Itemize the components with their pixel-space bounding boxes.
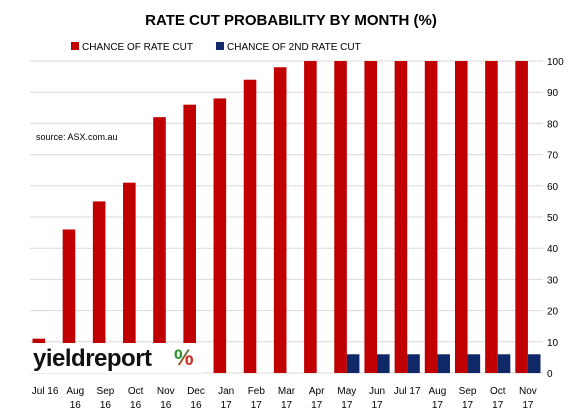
x-tick-label: Aug 17 — [428, 386, 446, 411]
x-tick-label: Dec 16 — [187, 386, 205, 411]
legend-swatch-2nd-rate-cut — [216, 42, 224, 50]
legend-label-2nd-rate-cut: CHANCE OF 2ND RATE CUT — [227, 42, 361, 53]
x-tick-label: Jul 16 — [32, 386, 59, 397]
bar-rate-cut — [394, 61, 408, 373]
x-axis-ticks: Jul 16 Aug 16 Sep 16 Oct 16 Nov 16 Dec 16 Jan 17 Feb 1… — [32, 386, 537, 411]
bar-2nd-rate-cut — [346, 354, 360, 373]
bar-2nd-rate-cut — [467, 354, 481, 373]
y-tick-label: 0 — [547, 369, 553, 380]
y-tick-label: 50 — [547, 213, 559, 224]
y-tick-label: 60 — [547, 182, 559, 193]
x-tick-label: Nov 17 — [519, 386, 537, 411]
bar-rate-cut — [153, 117, 166, 373]
y-tick-label: 90 — [547, 88, 559, 99]
bar-rate-cut — [123, 182, 136, 373]
x-tick-label: Nov 16 — [157, 386, 175, 411]
y-tick-label: 20 — [547, 307, 559, 318]
bar-rate-cut — [92, 201, 106, 373]
y-tick-label: 80 — [547, 119, 559, 130]
legend-swatch-rate-cut — [71, 42, 79, 50]
y-axis-ticks: 0 10 20 30 40 50 60 70 80 90 100 — [547, 57, 564, 380]
bar-rate-cut — [364, 61, 378, 373]
y-tick-label: 70 — [547, 151, 559, 162]
bar-2nd-rate-cut — [527, 354, 541, 373]
y-tick-label: 100 — [547, 57, 564, 68]
bar-rate-cut — [62, 229, 76, 373]
x-tick-label: Mar 17 — [278, 386, 296, 411]
bar-rate-cut — [424, 61, 438, 373]
yieldreport-logo: yieldreport % — [30, 343, 202, 373]
x-tick-label: Oct 16 — [128, 386, 144, 411]
logo-percent-icon: % — [174, 345, 194, 370]
x-tick-label: Jul 17 — [394, 386, 421, 397]
bar-rate-cut — [485, 61, 498, 373]
bar-rate-cut — [213, 98, 227, 373]
x-tick-label: Apr 17 — [309, 386, 325, 411]
legend-label-rate-cut: CHANCE OF RATE CUT — [82, 42, 193, 53]
x-tick-label: Sep 16 — [97, 386, 115, 411]
x-tick-label: Aug 16 — [66, 386, 84, 411]
bar-rate-cut — [304, 61, 317, 373]
x-tick-label: May 17 — [337, 386, 356, 411]
y-tick-label: 30 — [547, 275, 559, 286]
logo-text: yieldreport — [33, 345, 152, 372]
y-tick-label: 10 — [547, 338, 559, 349]
x-tick-label: Jun 17 — [369, 386, 385, 411]
chart-title: RATE CUT PROBABILITY BY MONTH (%) — [145, 12, 437, 29]
legend: CHANCE OF RATE CUT CHANCE OF 2ND RATE CU… — [71, 42, 361, 53]
bar-rate-cut — [183, 104, 196, 374]
bar-2nd-rate-cut — [407, 354, 420, 373]
bar-2nd-rate-cut — [437, 354, 450, 373]
bar-rate-cut — [515, 61, 528, 373]
x-tick-label: Oct 17 — [490, 386, 506, 411]
bar-rate-cut — [273, 67, 287, 374]
bar-2nd-rate-cut — [497, 354, 511, 373]
bar-rate-cut — [243, 79, 257, 373]
source-annotation: source: ASX.com.au — [36, 132, 118, 142]
bar-2nd-rate-cut — [377, 354, 390, 373]
y-tick-label: 40 — [547, 244, 559, 255]
bar-rate-cut — [334, 61, 347, 373]
x-tick-label: Sep 17 — [459, 386, 477, 411]
x-tick-label: Feb 17 — [248, 386, 266, 411]
bar-rate-cut — [454, 61, 468, 373]
x-tick-label: Jan 17 — [218, 386, 234, 411]
